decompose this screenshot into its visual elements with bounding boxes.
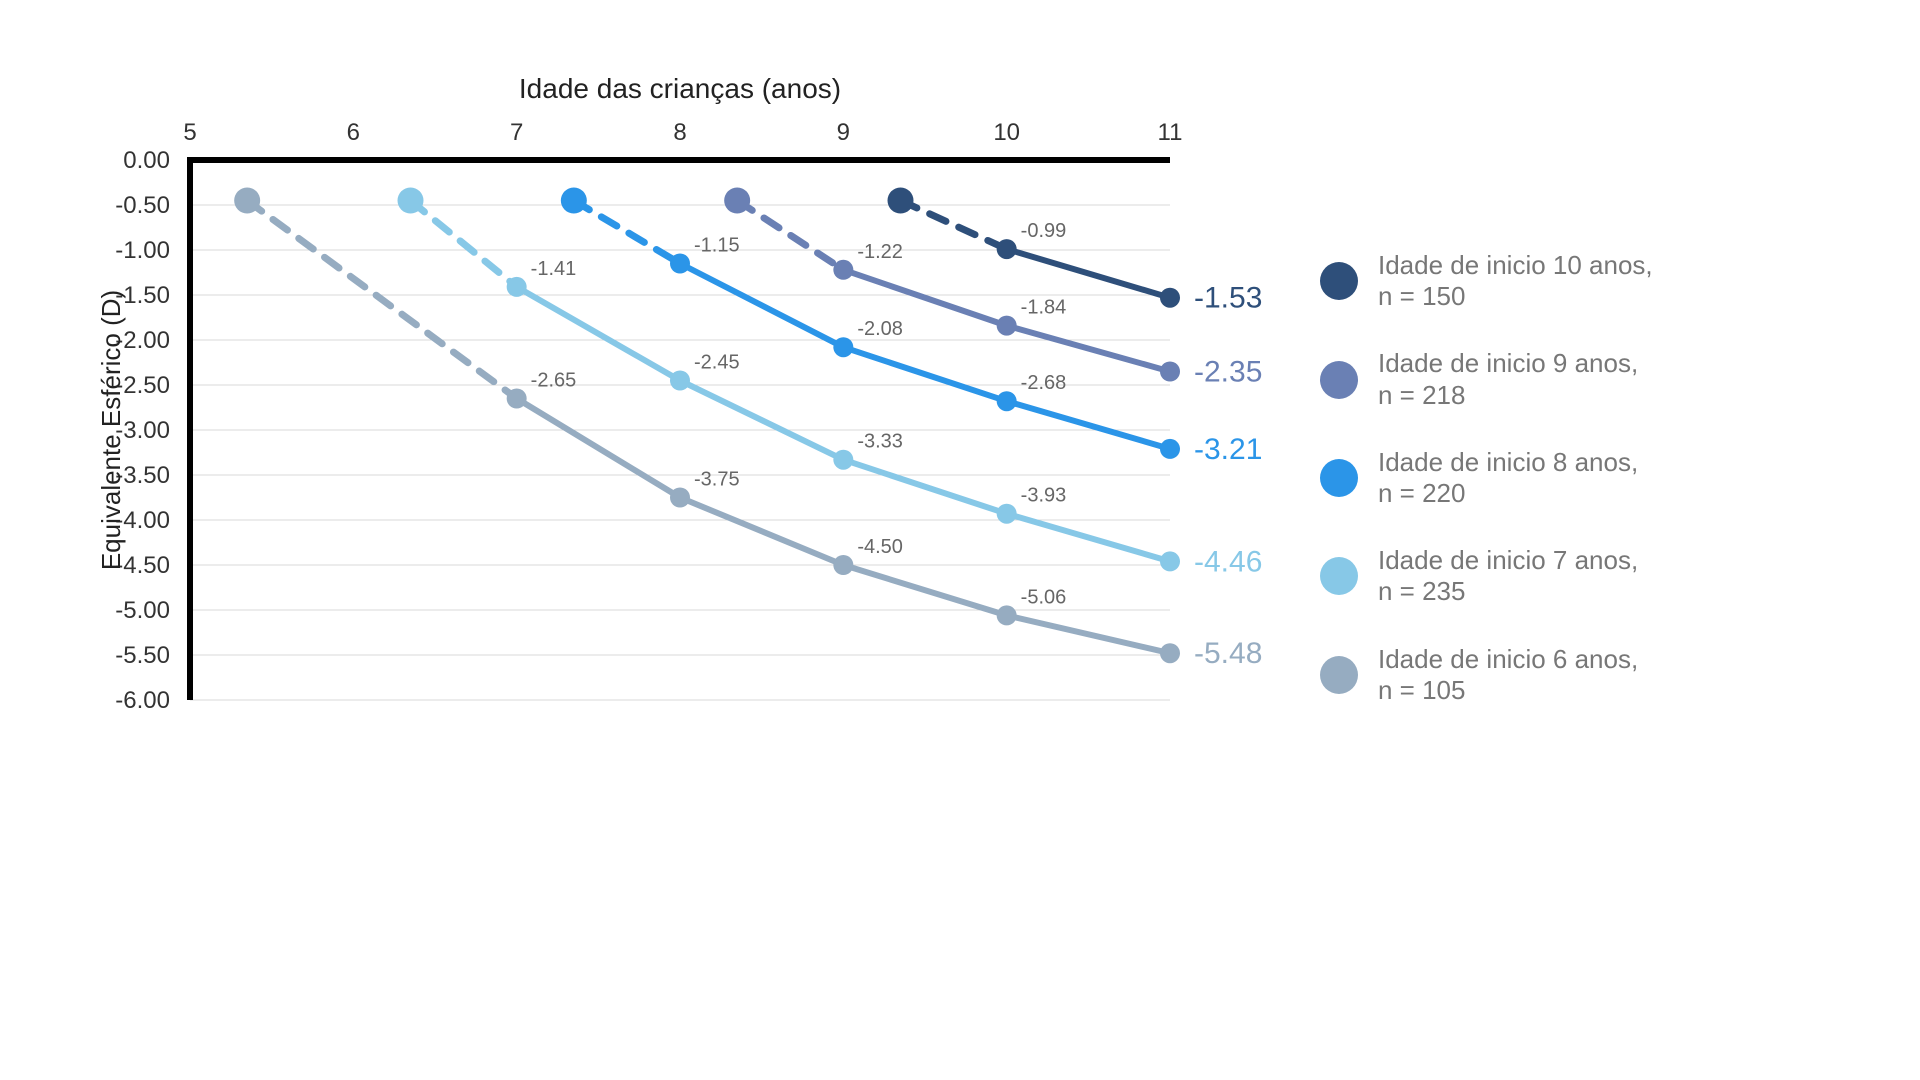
series-marker (833, 555, 853, 575)
series-marker (997, 239, 1017, 259)
x-axis-title: Idade das crianças (anos) (519, 73, 841, 104)
series-data-label: -2.65 (531, 370, 577, 392)
chart-container: -6.00-5.50-5.00-4.50-4.00-3.50-3.00-2.50… (100, 60, 1330, 735)
series-data-label: -1.22 (857, 241, 903, 263)
series-start-marker (234, 188, 260, 214)
legend-label: Idade de inicio 10 anos,n = 150 (1378, 250, 1653, 312)
y-tick-label: -5.50 (115, 642, 170, 669)
x-tick-label: 7 (510, 119, 523, 146)
series-line (680, 264, 1170, 449)
series-marker (997, 316, 1017, 336)
y-axis-title: Equivalente Esférico (D) (100, 290, 126, 570)
series-end-label: -1.53 (1194, 282, 1262, 315)
chart-legend: Idade de inicio 10 anos,n = 150 Idade de … (1320, 250, 1740, 742)
y-tick-label: -1.00 (115, 237, 170, 264)
series-marker (507, 389, 527, 409)
series-line-dashed (247, 201, 517, 399)
series-marker (997, 504, 1017, 524)
y-tick-label: 0.00 (123, 147, 170, 174)
series-line-dashed (411, 201, 517, 287)
series-data-label: -2.45 (694, 352, 740, 374)
legend-marker (1320, 459, 1358, 497)
series-marker (833, 337, 853, 357)
y-tick-label: -5.00 (115, 597, 170, 624)
series-marker (670, 371, 690, 391)
series-marker (997, 605, 1017, 625)
legend-item: Idade de inicio 9 anos,n = 218 (1320, 348, 1740, 410)
legend-item: Idade de inicio 8 anos,n = 220 (1320, 447, 1740, 509)
series-data-label: -4.50 (857, 536, 903, 558)
series-line-dashed (574, 201, 680, 264)
series-marker (1160, 439, 1180, 459)
series-data-label: -3.33 (857, 431, 903, 453)
x-tick-label: 9 (837, 119, 850, 146)
series-line-dashed (737, 201, 843, 270)
series-data-label: -2.08 (857, 318, 903, 340)
series-marker (833, 260, 853, 280)
legend-item: Idade de inicio 10 anos,n = 150 (1320, 250, 1740, 312)
line-chart: -6.00-5.50-5.00-4.50-4.00-3.50-3.00-2.50… (100, 60, 1330, 730)
legend-label: Idade de inicio 8 anos,n = 220 (1378, 447, 1638, 509)
series-data-label: -1.84 (1021, 297, 1067, 319)
series-marker (1160, 288, 1180, 308)
y-tick-label: -0.50 (115, 192, 170, 219)
series-data-label: -3.93 (1021, 485, 1067, 507)
series-data-label: -2.68 (1021, 372, 1067, 394)
legend-label: Idade de inicio 6 anos,n = 105 (1378, 644, 1638, 706)
y-tick-label: -6.00 (115, 687, 170, 714)
series-data-label: -3.75 (694, 469, 740, 491)
series-start-marker (561, 188, 587, 214)
series-marker (670, 488, 690, 508)
series-data-label: -1.41 (531, 258, 577, 280)
series-end-label: -5.48 (1194, 637, 1262, 670)
legend-item: Idade de inicio 7 anos,n = 235 (1320, 545, 1740, 607)
legend-marker (1320, 557, 1358, 595)
series-start-marker (724, 188, 750, 214)
series-marker (1160, 362, 1180, 382)
x-tick-label: 11 (1158, 119, 1183, 146)
legend-item: Idade de inicio 6 anos,n = 105 (1320, 644, 1740, 706)
series-data-label: -1.15 (694, 235, 740, 257)
x-tick-label: 5 (183, 119, 196, 146)
series-data-label: -5.06 (1021, 586, 1067, 608)
series-end-label: -4.46 (1194, 545, 1262, 578)
legend-label: Idade de inicio 9 anos,n = 218 (1378, 348, 1638, 410)
series-marker (1160, 551, 1180, 571)
legend-marker (1320, 656, 1358, 694)
series-end-label: -3.21 (1194, 433, 1262, 466)
series-line (517, 399, 1170, 654)
legend-label: Idade de inicio 7 anos,n = 235 (1378, 545, 1638, 607)
series-end-label: -2.35 (1194, 356, 1262, 389)
x-tick-label: 6 (347, 119, 360, 146)
series-data-label: -0.99 (1021, 220, 1067, 242)
legend-marker (1320, 262, 1358, 300)
series-line (1007, 249, 1170, 298)
series-line-dashed (901, 201, 1007, 250)
series-marker (1160, 643, 1180, 663)
series-start-marker (398, 188, 424, 214)
series-marker (833, 450, 853, 470)
legend-marker (1320, 361, 1358, 399)
series-marker (507, 277, 527, 297)
x-tick-label: 8 (673, 119, 686, 146)
series-marker (670, 254, 690, 274)
series-marker (997, 391, 1017, 411)
x-tick-label: 10 (993, 119, 1020, 146)
series-start-marker (888, 188, 914, 214)
